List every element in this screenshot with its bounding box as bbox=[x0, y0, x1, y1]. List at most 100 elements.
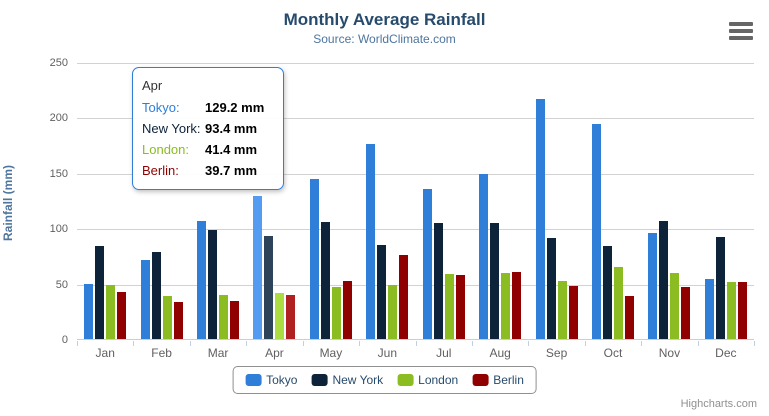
x-axis-label-feb: Feb bbox=[151, 346, 172, 360]
column-berlin-jan[interactable] bbox=[117, 292, 127, 339]
x-axis-tick bbox=[472, 341, 473, 346]
column-berlin-may[interactable] bbox=[342, 281, 352, 339]
column-tokyo-dec[interactable] bbox=[704, 279, 714, 339]
column-berlin-sep[interactable] bbox=[568, 286, 578, 339]
x-axis-tick bbox=[77, 341, 78, 346]
y-axis-label: 100 bbox=[49, 223, 68, 235]
column-new-york-sep[interactable] bbox=[546, 238, 556, 339]
legend-item-berlin[interactable]: Berlin bbox=[472, 373, 524, 387]
x-axis-tick bbox=[133, 341, 134, 346]
gridline bbox=[77, 229, 754, 230]
legend-label: Berlin bbox=[493, 373, 524, 387]
y-axis-label: 0 bbox=[61, 334, 68, 346]
chart-title: Monthly Average Rainfall bbox=[283, 10, 486, 29]
column-new-york-jan[interactable] bbox=[95, 246, 105, 339]
column-tokyo-sep[interactable] bbox=[535, 99, 545, 339]
column-group-jun bbox=[359, 63, 415, 339]
legend-label: London bbox=[418, 373, 459, 387]
plot-area bbox=[77, 63, 754, 340]
tooltip-series-value: 93.4 mm bbox=[205, 121, 258, 136]
column-berlin-nov[interactable] bbox=[681, 287, 691, 339]
x-axis-ticks bbox=[77, 341, 755, 347]
column-group-jan bbox=[77, 63, 133, 339]
legend-item-london[interactable]: London bbox=[397, 373, 458, 387]
column-tokyo-nov[interactable] bbox=[648, 233, 658, 339]
export-menu-button[interactable] bbox=[729, 22, 753, 40]
column-tokyo-oct[interactable] bbox=[592, 124, 601, 339]
x-axis-tick bbox=[754, 341, 755, 346]
column-new-york-jun[interactable] bbox=[377, 245, 387, 339]
hamburger-icon bbox=[729, 22, 753, 26]
tooltip-series-name: Tokyo: bbox=[142, 100, 180, 115]
column-group-jul bbox=[416, 63, 472, 339]
column-group-oct bbox=[585, 63, 641, 339]
column-tokyo-feb[interactable] bbox=[140, 260, 150, 339]
chart-subtitle: Source: WorldClimate.com bbox=[313, 32, 456, 46]
column-tokyo-jan[interactable] bbox=[84, 284, 94, 339]
column-berlin-feb[interactable] bbox=[173, 302, 183, 339]
column-new-york-dec[interactable] bbox=[715, 237, 725, 339]
column-new-york-jul[interactable] bbox=[433, 223, 443, 339]
column-new-york-feb[interactable] bbox=[151, 252, 161, 339]
tooltip-series-name: New York: bbox=[142, 121, 201, 136]
x-axis-tick bbox=[416, 341, 417, 346]
x-axis-labels: Jan Feb Mar Apr May Jun Jul Aug Sep Oct Nov Dec bbox=[77, 346, 754, 360]
column-new-york-oct[interactable] bbox=[603, 246, 612, 339]
legend-item-tokyo[interactable]: Tokyo bbox=[245, 373, 297, 387]
legend-item-new-york[interactable]: New York bbox=[311, 373, 383, 387]
column-london-oct[interactable] bbox=[614, 267, 623, 339]
column-new-york-may[interactable] bbox=[320, 222, 330, 339]
column-london-may[interactable] bbox=[331, 287, 341, 339]
column-tokyo-may[interactable] bbox=[309, 179, 319, 339]
column-london-feb[interactable] bbox=[162, 296, 172, 339]
column-london-apr[interactable] bbox=[275, 293, 285, 339]
column-london-nov[interactable] bbox=[670, 273, 680, 339]
x-axis-label-sep: Sep bbox=[545, 346, 568, 360]
credits-link[interactable]: Highcharts.com bbox=[680, 398, 757, 410]
column-london-jun[interactable] bbox=[388, 285, 398, 339]
x-axis-label-jan: Jan bbox=[95, 346, 115, 360]
column-london-dec[interactable] bbox=[726, 282, 736, 339]
column-group-feb bbox=[133, 63, 189, 339]
column-berlin-jul[interactable] bbox=[455, 275, 465, 339]
column-new-york-apr[interactable] bbox=[264, 236, 274, 339]
column-tokyo-jun[interactable] bbox=[366, 144, 376, 339]
column-new-york-mar[interactable] bbox=[208, 230, 218, 339]
column-berlin-mar[interactable] bbox=[230, 301, 240, 339]
column-group-aug bbox=[472, 63, 528, 339]
column-berlin-jun[interactable] bbox=[399, 255, 409, 339]
y-axis-label: 50 bbox=[55, 279, 68, 291]
legend-symbol-icon bbox=[397, 374, 414, 386]
x-axis-tick bbox=[303, 341, 304, 346]
column-london-aug[interactable] bbox=[501, 273, 511, 339]
column-london-jul[interactable] bbox=[444, 274, 454, 339]
column-groups bbox=[77, 63, 754, 339]
legend-symbol-icon bbox=[245, 374, 262, 386]
tooltip-header: Apr bbox=[142, 78, 163, 93]
column-group-apr bbox=[246, 63, 302, 339]
legend-label: Tokyo bbox=[266, 373, 298, 387]
tooltip-rows: Tokyo: 129.2 mm New York: 93.4 mm London: 41.… bbox=[142, 97, 277, 181]
column-london-jan[interactable] bbox=[106, 285, 116, 339]
column-group-mar bbox=[190, 63, 246, 339]
y-axis-label: 200 bbox=[49, 112, 68, 124]
tooltip-series-value: 129.2 mm bbox=[205, 100, 265, 115]
column-berlin-aug[interactable] bbox=[512, 272, 522, 339]
column-tokyo-jul[interactable] bbox=[422, 189, 432, 339]
column-berlin-apr[interactable] bbox=[286, 295, 296, 339]
column-london-sep[interactable] bbox=[557, 281, 567, 339]
column-tokyo-mar[interactable] bbox=[197, 221, 207, 339]
column-berlin-dec[interactable] bbox=[737, 282, 747, 339]
legend: Tokyo New York London Berlin bbox=[232, 366, 537, 394]
gridline bbox=[77, 285, 754, 286]
column-new-york-aug[interactable] bbox=[490, 223, 500, 339]
column-berlin-oct[interactable] bbox=[625, 296, 634, 339]
x-axis-tick bbox=[528, 341, 529, 346]
column-tokyo-aug[interactable] bbox=[479, 174, 489, 339]
column-new-york-nov[interactable] bbox=[659, 221, 669, 339]
tooltip-series-value: 41.4 mm bbox=[205, 142, 258, 157]
x-axis-label-oct: Oct bbox=[603, 346, 623, 360]
column-london-mar[interactable] bbox=[219, 295, 229, 339]
column-tokyo-apr[interactable] bbox=[253, 196, 263, 339]
column-group-dec bbox=[698, 63, 754, 339]
